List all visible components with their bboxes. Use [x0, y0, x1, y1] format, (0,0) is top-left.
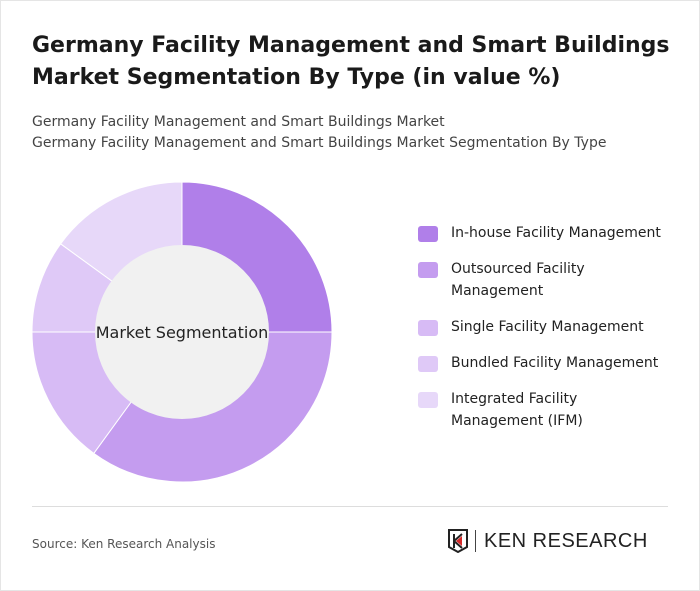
donut-chart: Market Segmentation	[31, 181, 333, 483]
legend-label: Integrated Facility Management (IFM)	[451, 391, 583, 429]
legend-label: Outsourced Facility Management	[451, 261, 585, 299]
subtitle-segmentation: Germany Facility Management and Smart Bu…	[32, 135, 607, 151]
legend-label: Single Facility Management	[451, 319, 644, 335]
legend-label: In-house Facility Management	[451, 225, 661, 241]
legend-swatch	[418, 356, 438, 372]
divider	[32, 506, 668, 507]
legend-item[interactable]: Integrated Facility Management (IFM)	[418, 388, 678, 432]
ken-research-logo-icon	[448, 529, 468, 553]
donut-hole	[95, 245, 269, 419]
legend-item[interactable]: Single Facility Management	[418, 316, 678, 338]
legend: In-house Facility Management Outsourced F…	[418, 222, 678, 446]
subtitle-market: Germany Facility Management and Smart Bu…	[32, 114, 445, 130]
legend-swatch	[418, 262, 438, 278]
ken-research-logo: KEN RESEARCH	[447, 529, 648, 553]
legend-label: Bundled Facility Management	[451, 355, 659, 371]
legend-swatch	[418, 320, 438, 336]
legend-item[interactable]: Bundled Facility Management	[418, 352, 678, 374]
legend-swatch	[418, 226, 438, 242]
chart-title: Germany Facility Management and Smart Bu…	[32, 33, 670, 90]
legend-item[interactable]: In-house Facility Management	[418, 222, 678, 244]
logo-separator	[475, 530, 476, 552]
legend-swatch	[418, 392, 438, 408]
legend-item[interactable]: Outsourced Facility Management	[418, 258, 678, 302]
donut-center-label: Market Segmentation	[96, 323, 269, 342]
logo-text: KEN RESEARCH	[484, 529, 648, 552]
source-note: Source: Ken Research Analysis	[32, 537, 216, 551]
